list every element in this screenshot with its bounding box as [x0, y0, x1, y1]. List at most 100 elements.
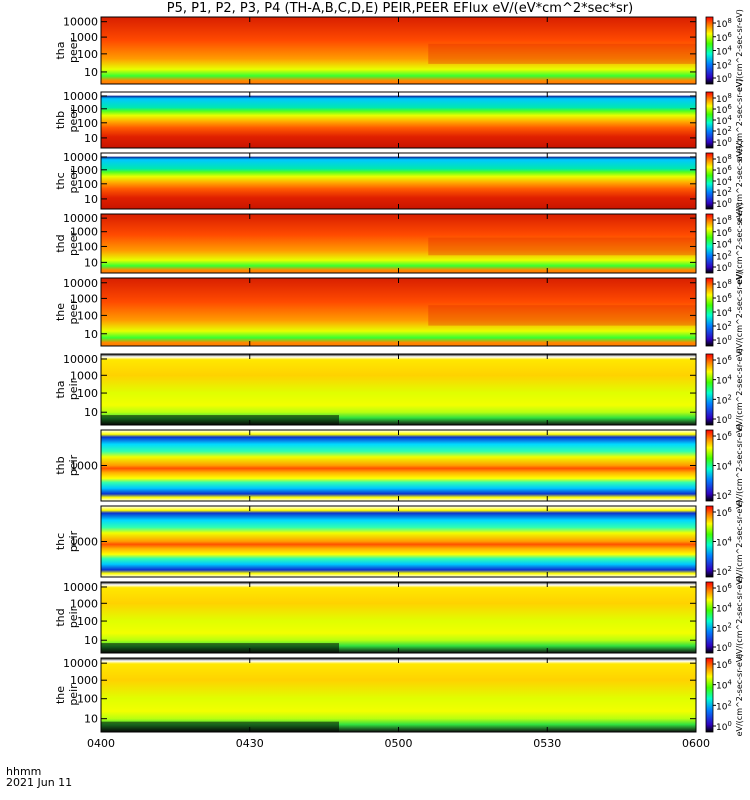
panel-ylabel-instrument: peir	[67, 530, 80, 552]
colorbar-tick-label: 102	[716, 489, 732, 502]
flux-enhancement	[428, 237, 696, 256]
panel-ylabel-probe: the	[54, 303, 67, 321]
low-energy-dropout	[101, 643, 339, 653]
y-tick-label: 10	[84, 193, 98, 206]
colorbar	[705, 152, 714, 210]
colorbar	[705, 91, 714, 149]
colorbar-tick-label: 102	[716, 249, 732, 262]
colorbar-tick-label: 100	[716, 641, 732, 654]
y-tick-label: 10000	[63, 277, 98, 290]
panel-ylabel-probe: thc	[54, 533, 67, 550]
colorbar-tick-label: 106	[716, 582, 732, 595]
panel-ylabel-probe: thc	[54, 172, 67, 189]
spectrogram-thc-peir	[101, 506, 696, 577]
time-axis-label: hhmm	[6, 765, 42, 778]
panel-ylabel-instrument: peir	[67, 454, 80, 476]
colorbar-tick-label: 104	[716, 114, 732, 127]
colorbar-tick-label: 100	[716, 197, 732, 210]
colorbar-tick-label: 104	[716, 679, 732, 692]
y-tick-label: 1000	[70, 31, 98, 44]
x-tick-label: 0600	[682, 737, 710, 750]
panel-ylabel-instrument: peer	[67, 107, 80, 133]
colorbar	[705, 213, 714, 274]
colorbar-label: eV/(cm^2-sec-sr-eV)	[735, 348, 744, 431]
colorbar-tick-label: 108	[716, 17, 732, 30]
colorbar-label: eV/(cm^2-sec-sr-eV)	[735, 500, 744, 583]
flux-enhancement	[428, 305, 696, 326]
spectrogram-the-peir	[101, 658, 696, 732]
colorbar-tick-label: 104	[716, 45, 732, 58]
colorbar	[705, 277, 714, 347]
colorbar-tick-label: 100	[716, 334, 732, 347]
y-tick-label: 1000	[70, 597, 98, 610]
x-tick-label: 0500	[385, 737, 413, 750]
panel-ylabel-probe: thd	[54, 608, 67, 626]
colorbar-label: eV/(cm^2-sec-sr-eV)	[735, 79, 744, 162]
panel-ylabel-instrument: peer	[67, 299, 80, 325]
spectrogram-thc-peer	[101, 153, 696, 209]
low-energy-dropout	[101, 721, 339, 732]
spectrogram-thd-peer	[101, 214, 696, 273]
flux-enhancement	[428, 43, 696, 64]
panel-ylabel-probe: tha	[54, 41, 67, 59]
colorbar-label: eV/(cm^2-sec-sr-eV)	[735, 140, 744, 223]
colorbar-tick-label: 102	[716, 621, 732, 634]
colorbar-tick-label: 102	[716, 320, 732, 333]
colorbar-tick-label: 106	[716, 506, 732, 519]
colorbar-tick-label: 102	[716, 565, 732, 578]
colorbar-label: eV/(cm^2-sec-sr-eV)	[735, 654, 744, 737]
panel-ylabel-probe: the	[54, 686, 67, 704]
colorbar-label: eV/(cm^2-sec-sr-eV)	[735, 9, 744, 92]
spectrogram-thb-peir	[101, 430, 696, 501]
colorbar-tick-label: 108	[716, 153, 732, 166]
spectrogram-the-peer	[101, 278, 696, 346]
panel-ylabel-instrument: peer	[67, 168, 80, 194]
y-tick-label: 1000	[70, 674, 98, 687]
colorbar-tick-label: 104	[716, 374, 732, 387]
colorbar-tick-label: 106	[716, 164, 732, 177]
y-tick-label: 10	[84, 66, 98, 79]
colorbar-tick-label: 106	[716, 354, 732, 367]
panel-ylabel-instrument: peer	[67, 231, 80, 257]
y-tick-label: 1000	[70, 164, 98, 177]
colorbar-tick-label: 102	[716, 186, 732, 199]
colorbar-label: eV/(cm^2-sec-sr-eV)	[735, 424, 744, 507]
y-tick-label: 10	[84, 328, 98, 341]
colorbar-tick-label: 104	[716, 602, 732, 615]
y-tick-label: 100	[77, 387, 98, 400]
colorbar	[705, 657, 714, 733]
colorbar-tick-label: 106	[716, 430, 732, 443]
date-label: 2021 Jun 11	[6, 776, 73, 789]
colorbar-tick-label: 102	[716, 393, 732, 406]
y-tick-label: 10	[84, 256, 98, 269]
y-tick-label: 1000	[70, 536, 98, 549]
y-tick-label: 100	[77, 178, 98, 191]
colorbar	[705, 16, 714, 85]
y-tick-label: 10000	[63, 581, 98, 594]
y-tick-label: 10000	[63, 90, 98, 103]
panel-ylabel-probe: thb	[54, 456, 67, 474]
colorbar	[705, 581, 714, 654]
panel-ylabel-probe: tha	[54, 380, 67, 398]
panel-ylabel-probe: thb	[54, 111, 67, 129]
colorbar-tick-label: 106	[716, 31, 732, 44]
y-tick-label: 10000	[63, 16, 98, 29]
colorbar-tick-label: 100	[716, 720, 732, 733]
x-tick-label: 0400	[87, 737, 115, 750]
colorbar	[705, 353, 714, 426]
panel-ylabel-instrument: peir	[67, 378, 80, 400]
y-tick-label: 100	[77, 117, 98, 130]
colorbar-tick-label: 102	[716, 125, 732, 138]
colorbar-tick-label: 100	[716, 261, 732, 274]
colorbar-tick-label: 104	[716, 175, 732, 188]
panel-ylabel-instrument: peir	[67, 606, 80, 628]
y-tick-label: 1000	[70, 226, 98, 239]
colorbar-tick-label: 100	[716, 413, 732, 426]
y-tick-label: 1000	[70, 369, 98, 382]
